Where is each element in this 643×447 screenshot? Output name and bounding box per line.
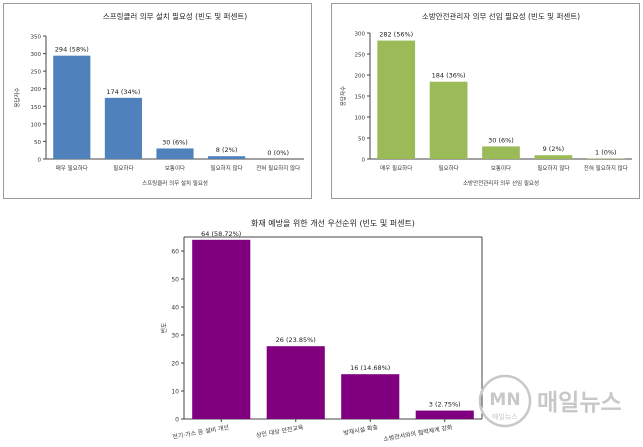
bar: [482, 146, 520, 159]
bar-data-label: 9 (2%): [543, 145, 565, 153]
watermark-logo-mark: MN: [489, 390, 520, 410]
y-axis-label: 응답자수: [13, 87, 21, 107]
bar: [53, 55, 91, 159]
bar: [156, 148, 194, 159]
bar: [415, 410, 474, 419]
bar: [192, 239, 251, 419]
y-tick-label: 10: [171, 389, 179, 396]
x-axis-label: 소방안전관리자 의무 선임 필요성: [463, 179, 539, 187]
watermark-text: 매일뉴스: [537, 390, 622, 416]
y-tick-label: 200: [355, 74, 366, 80]
watermark-logo-sub: 매일뉴스: [492, 412, 518, 421]
y-tick-label: 0: [175, 417, 179, 424]
y-tick-label: 250: [31, 70, 42, 76]
sprinkler-chart: 스프링클러 의무 설치 필요성 (빈도 및 퍼센트) 0 50 100 150 200 25…: [13, 11, 304, 187]
bar-data-label: 184 (36%): [432, 72, 466, 80]
y-tick-label: 40: [171, 305, 179, 312]
x-axis-label: 스프링클러 의무 설치 필요성: [142, 179, 208, 187]
bar-data-label: 174 (34%): [106, 88, 140, 96]
chart-panel-improvement-priority: 화재 예방을 위한 개선 우선순위 (빈도 및 퍼센트) 0 10 20 30 40 50 6…: [160, 212, 490, 444]
chart-panel-sprinkler: 스프링클러 의무 설치 필요성 (빈도 및 퍼센트) 0 50 100 150 200 25…: [3, 3, 312, 199]
x-tick-label: 필요하다: [113, 164, 133, 172]
y-tick-label: 300: [355, 32, 366, 38]
y-tick-label: 100: [355, 116, 366, 122]
bar: [377, 40, 416, 160]
chart-panel-fire-manager: 소방안전관리자 의무 선임 필요성 (빈도 및 퍼센트) 0 50 100 150 200…: [331, 3, 640, 199]
y-tick-label: 150: [31, 105, 42, 111]
bar-data-label: 3 (2.75%): [429, 401, 461, 409]
y-tick-label: 0: [38, 158, 42, 164]
chart-title: 소방안전관리자 의무 선임 필요성 (빈도 및 퍼센트): [422, 11, 580, 21]
chart-title: 화재 예방을 위한 개선 우선순위 (빈도 및 퍼센트): [251, 218, 415, 228]
y-tick-label: 250: [355, 53, 366, 59]
bar-data-label: 0 (0%): [267, 149, 289, 157]
bar: [208, 156, 246, 159]
bar-data-label: 1 (0%): [595, 149, 617, 157]
x-tick-label: 필요하지 않다: [211, 164, 243, 172]
y-tick-label: 350: [31, 35, 42, 41]
y-tick-label: 200: [31, 87, 42, 93]
x-tick-label: 전혀 필요하지 않다: [256, 164, 300, 172]
x-tick-label: 보통이다: [165, 164, 185, 172]
bar: [266, 346, 325, 419]
bar-data-label: 26 (23.85%): [276, 336, 316, 344]
watermark-logo: MN 매일뉴스 매일뉴스: [478, 374, 622, 428]
bar-data-label: 16 (14.68%): [350, 364, 390, 372]
y-axis-label: 응답자수: [339, 86, 347, 106]
bar-data-label: 64 (58.72%): [201, 230, 241, 238]
bar: [104, 97, 142, 159]
x-tick-label: 소방관서와의 협력체계 강화: [383, 423, 454, 443]
y-tick-label: 50: [34, 140, 41, 146]
x-tick-label: 매우 필요하다: [380, 164, 412, 172]
x-tick-label: 전기·가스 등 설비 개선: [172, 423, 230, 441]
y-tick-label: 60: [171, 249, 179, 256]
y-tick-label: 30: [171, 333, 179, 340]
y-tick-label: 150: [355, 95, 366, 101]
improvement-priority-chart: 화재 예방을 위한 개선 우선순위 (빈도 및 퍼센트) 0 10 20 30 40 50 6…: [160, 218, 483, 443]
y-tick-label: 20: [171, 361, 179, 368]
y-tick-label: 0: [362, 158, 366, 164]
bar-data-label: 282 (56%): [379, 31, 413, 39]
bar-data-label: 30 (6%): [162, 138, 188, 146]
x-tick-label: 필요하지 않다: [537, 164, 569, 172]
bar: [429, 81, 468, 159]
y-tick-label: 50: [171, 277, 179, 284]
fire-manager-chart: 소방안전관리자 의무 선임 필요성 (빈도 및 퍼센트) 0 50 100 150 200…: [339, 11, 632, 187]
x-tick-label: 필요하다: [438, 164, 458, 172]
x-tick-label: 방재시설 확충: [343, 423, 379, 437]
y-tick-label: 300: [31, 52, 42, 58]
y-tick-label: 50: [358, 137, 365, 143]
x-tick-label: 전혀 필요하지 않다: [584, 164, 628, 172]
bar: [341, 374, 400, 419]
x-tick-label: 상인 대상 안전교육: [255, 423, 304, 439]
watermark: MN 매일뉴스 매일뉴스: [477, 370, 637, 432]
bar-data-label: 294 (58%): [55, 46, 89, 54]
bar: [534, 155, 573, 159]
chart-title: 스프링클러 의무 설치 필요성 (빈도 및 퍼센트): [103, 11, 247, 21]
bar-data-label: 30 (6%): [488, 136, 514, 144]
y-tick-label: 100: [31, 122, 42, 128]
x-tick-label: 매우 필요하다: [56, 164, 88, 172]
y-axis-label: 빈도: [160, 322, 168, 334]
bar-data-label: 8 (2%): [216, 146, 238, 154]
x-tick-label: 보통이다: [491, 164, 511, 172]
